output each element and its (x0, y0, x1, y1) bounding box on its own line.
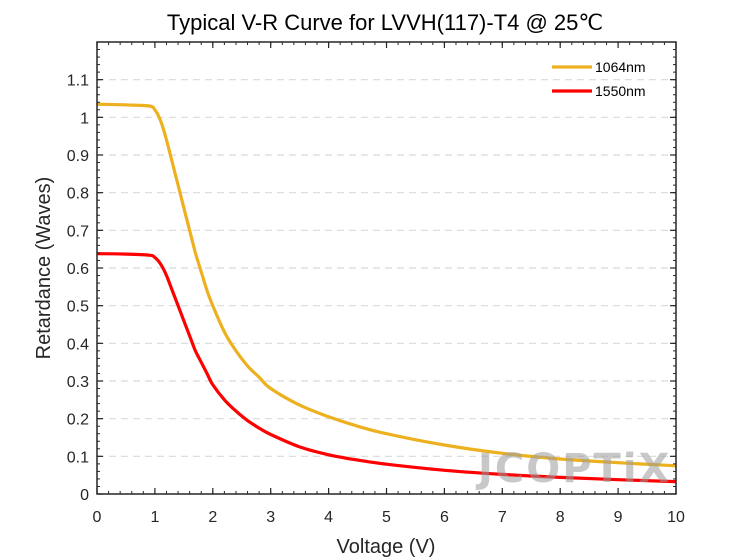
x-axis-title: Voltage (V) (337, 536, 436, 558)
x-tick-label: 10 (667, 509, 685, 526)
y-tick-label: 1 (80, 110, 89, 127)
x-tick-label: 6 (440, 509, 449, 526)
x-tick-label: 1 (150, 509, 159, 526)
y-tick-label: 0.4 (67, 336, 89, 353)
axis-ticks (96, 41, 677, 495)
x-tick-label: 9 (614, 509, 623, 526)
x-tick-label: 3 (266, 509, 275, 526)
chart-title: Typical V-R Curve for LVVH(117)-T4 @ 25℃ (167, 10, 603, 35)
legend-label: 1550nm (595, 83, 646, 99)
y-tick-label: 0.6 (67, 261, 89, 278)
series-line-1550nm (96, 252, 677, 484)
y-axis-title: Retardance (Waves) (33, 177, 55, 360)
x-tick-labels: 0 1 2 3 4 5 6 7 8 9 10 (93, 509, 685, 526)
legend-label: 1064nm (595, 59, 646, 75)
y-tick-label: 0.2 (67, 412, 89, 429)
y-tick-label: 0.3 (67, 374, 89, 391)
x-tick-label: 7 (498, 509, 507, 526)
y-tick-label: 0.1 (67, 449, 89, 466)
watermark-text: JCOPTiX (475, 446, 671, 492)
series-line-1064nm (96, 102, 677, 468)
y-tick-labels: 0 0.1 0.2 0.3 0.4 0.5 0.6 0.7 0.8 0.9 1 1.1 (67, 73, 89, 504)
x-tick-label: 8 (556, 509, 565, 526)
x-tick-label: 2 (208, 509, 217, 526)
grid-lines (97, 79, 676, 457)
legend: 1064nm 1550nm (552, 59, 646, 99)
y-tick-label: 0.7 (67, 223, 89, 240)
x-tick-label: 4 (324, 509, 333, 526)
y-tick-label: 0.8 (67, 186, 89, 203)
series-lines (96, 102, 677, 484)
y-tick-label: 1.1 (67, 73, 89, 90)
x-tick-label: 5 (382, 509, 391, 526)
y-tick-label: 0.9 (67, 148, 89, 165)
x-tick-label: 0 (93, 509, 102, 526)
y-tick-label: 0 (80, 487, 89, 504)
y-tick-label: 0.5 (67, 299, 89, 316)
